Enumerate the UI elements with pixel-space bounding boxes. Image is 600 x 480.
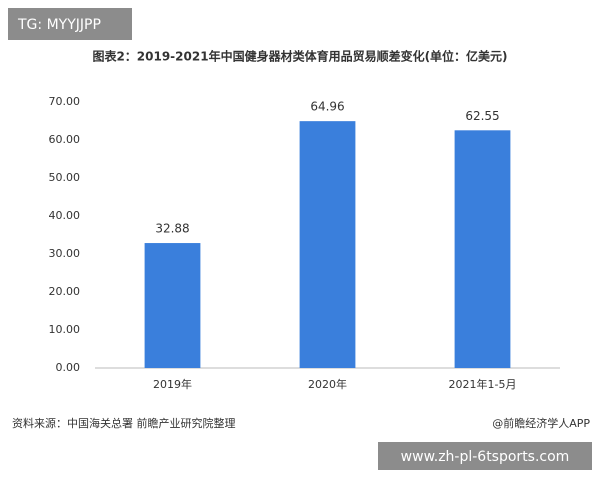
source: 资料来源：中国海关总署 前瞻产业研究院整理 (12, 416, 236, 430)
y-tick-label: 50.00 (49, 171, 81, 184)
x-tick-label: 2021年1-5月 (449, 377, 517, 391)
credit: @前瞻经济学人APP (492, 416, 590, 430)
bar (144, 243, 201, 368)
value-label: 32.88 (155, 222, 189, 236)
y-tick-label: 70.00 (49, 95, 81, 108)
watermark-box (8, 8, 132, 40)
y-tick-label: 10.00 (49, 323, 81, 336)
chart-title: 图表2：2019-2021年中国健身器材类体育用品贸易顺差变化(单位：亿美元) (92, 49, 507, 64)
watermark-top: TG: MYYJJPP (17, 17, 101, 33)
bar (454, 130, 511, 368)
watermark-bottom: www.zh-pl-6tsports.com (401, 449, 570, 465)
x-tick-label: 2020年 (308, 377, 347, 391)
value-label: 64.96 (310, 100, 344, 114)
watermark-box (378, 442, 592, 470)
bar (299, 121, 356, 368)
y-tick-label: 40.00 (49, 209, 81, 222)
y-tick-label: 0.00 (56, 361, 81, 374)
y-tick-label: 20.00 (49, 285, 81, 298)
y-tick-label: 60.00 (49, 133, 81, 146)
y-tick-label: 30.00 (49, 247, 81, 260)
x-tick-label: 2019年 (153, 377, 192, 391)
value-label: 62.55 (465, 109, 499, 123)
